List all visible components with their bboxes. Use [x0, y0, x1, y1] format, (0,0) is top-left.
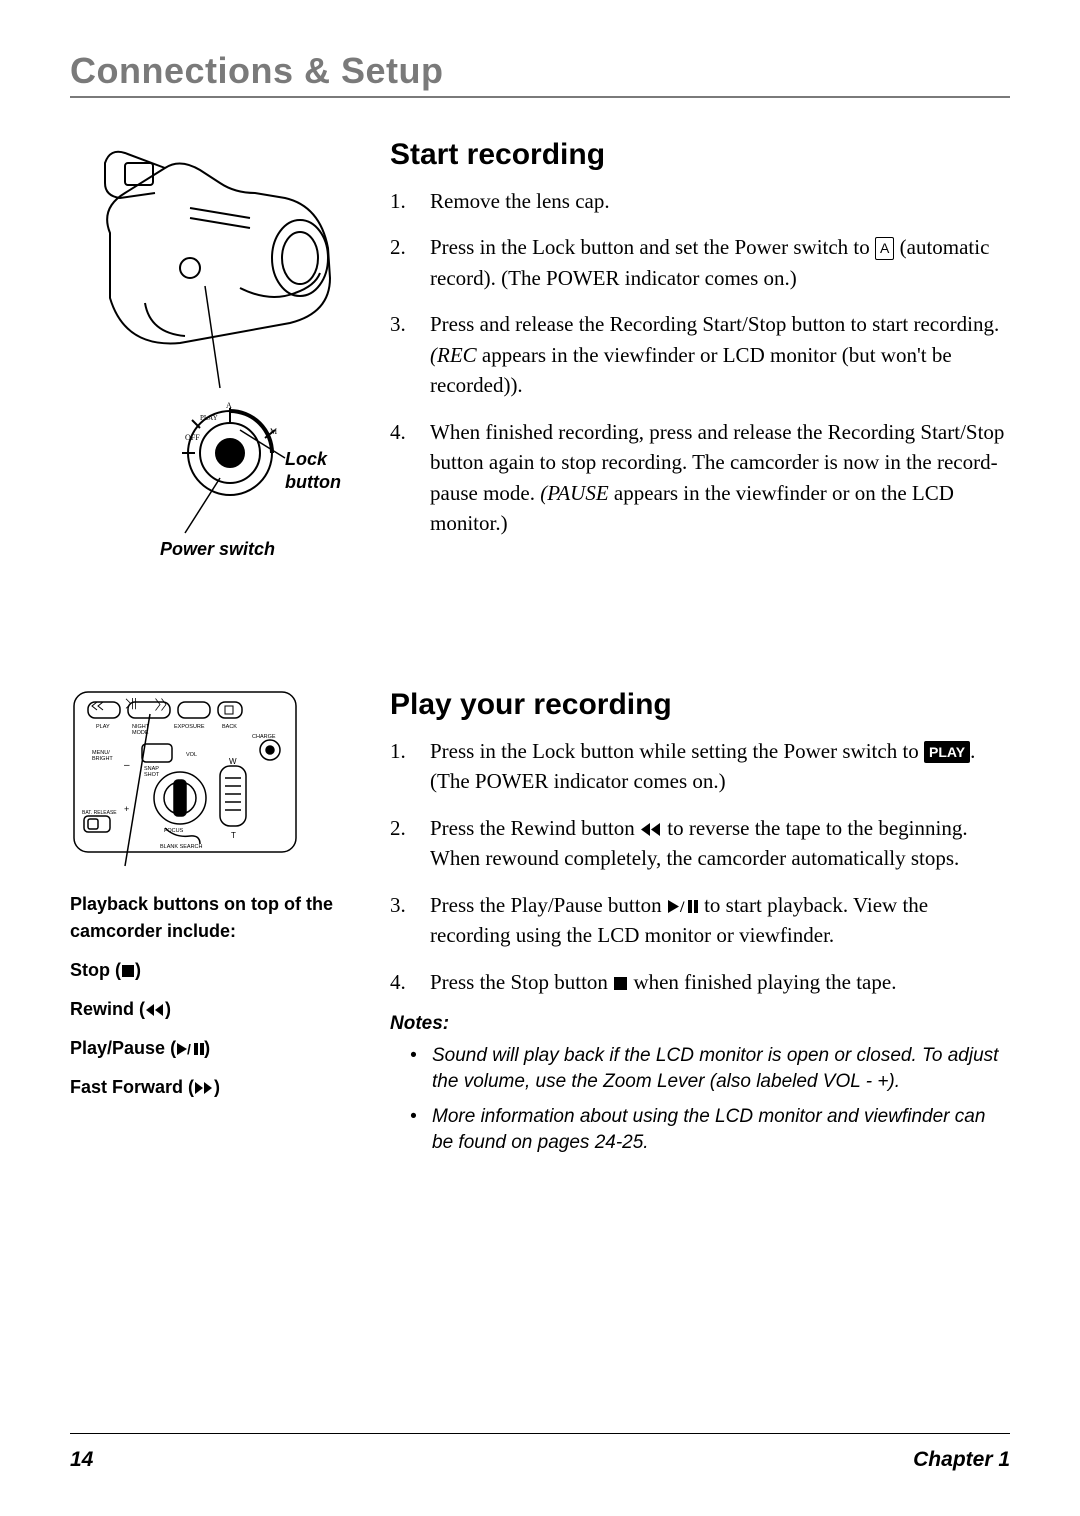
play-recording-heading: Play your recording [390, 688, 1010, 722]
svg-text:/: / [187, 1042, 191, 1056]
start-recording-heading: Start recording [390, 138, 1010, 172]
play-pause-icon: / [667, 899, 699, 914]
footer-rule [70, 1433, 1010, 1434]
lock-button-label: Lock button [285, 448, 341, 495]
svg-text:+: + [124, 804, 129, 814]
playback-buttons-intro: Playback buttons on top of the camcorder… [70, 891, 360, 945]
svg-text:M: M [270, 427, 277, 436]
page-title: Connections & Setup [70, 50, 1010, 98]
camcorder-icon [70, 138, 350, 398]
svg-text:MENU/BRIGHT: MENU/BRIGHT [92, 750, 113, 762]
svg-text:SNAPSHOT: SNAPSHOT [144, 766, 160, 778]
list-item: 3. Press the Play/Pause button / to star… [390, 890, 1010, 951]
list-item: 1. Press in the Lock button while settin… [390, 736, 1010, 797]
svg-text:T: T [231, 831, 236, 840]
list-item: 1. Remove the lens cap. [390, 186, 1010, 216]
rewind-label: Rewind () [70, 996, 360, 1023]
camcorder-figure: OFF PLAY A M Lock button Power switch [70, 138, 360, 628]
control-panel-icon: PLAY NIGHTMODE EXPOSURE BACK MENU/BRIGHT… [70, 688, 300, 868]
list-item: 4. Press the Stop button when finished p… [390, 967, 1010, 997]
svg-text:–: – [124, 760, 130, 771]
svg-text:FOCUS: FOCUS [164, 828, 184, 834]
svg-text:NIGHTMODE: NIGHTMODE [132, 724, 150, 736]
page-number: 14 [70, 1448, 93, 1472]
svg-text:CHARGE: CHARGE [252, 734, 276, 740]
control-panel-figure: PLAY NIGHTMODE EXPOSURE BACK MENU/BRIGHT… [70, 688, 360, 873]
power-switch-label: Power switch [160, 538, 275, 561]
svg-text:W: W [229, 757, 237, 766]
play-recording-steps: 1. Press in the Lock button while settin… [390, 736, 1010, 997]
ff-label: Fast Forward () [70, 1074, 360, 1101]
rewind-icon [145, 1003, 165, 1017]
svg-text:PLAY: PLAY [96, 724, 110, 730]
stop-icon [121, 964, 135, 978]
fast-forward-icon [194, 1081, 214, 1095]
power-dial-icon: OFF PLAY A M [170, 398, 290, 538]
list-item: 2. Press the Rewind button to reverse th… [390, 813, 1010, 874]
svg-text:/: / [679, 899, 685, 914]
notes-list: Sound will play back if the LCD monitor … [390, 1043, 1010, 1156]
chapter-label: Chapter 1 [913, 1448, 1010, 1472]
list-item: More information about using the LCD mon… [410, 1104, 1010, 1155]
rewind-icon [640, 822, 662, 837]
a-mode-icon: A [875, 237, 894, 259]
svg-text:OFF: OFF [185, 433, 200, 442]
playpause-label: Play/Pause (/) [70, 1035, 360, 1062]
start-recording-steps: 1. Remove the lens cap. 2. Press in the … [390, 186, 1010, 538]
svg-text:BAT. RELEASE: BAT. RELEASE [82, 810, 117, 816]
list-item: 4. When finished recording, press and re… [390, 417, 1010, 539]
notes-heading: Notes: [390, 1013, 1010, 1035]
svg-text:VOL: VOL [186, 752, 197, 758]
list-item: 2. Press in the Lock button and set the … [390, 232, 1010, 293]
play-mode-icon: PLAY [924, 741, 970, 763]
list-item: 3. Press and release the Recording Start… [390, 309, 1010, 400]
list-item: Sound will play back if the LCD monitor … [410, 1043, 1010, 1094]
section-play-recording: PLAY NIGHTMODE EXPOSURE BACK MENU/BRIGHT… [70, 688, 1010, 1166]
svg-text:BLANK SEARCH: BLANK SEARCH [160, 844, 203, 850]
stop-icon [613, 976, 628, 991]
play-pause-icon: / [176, 1042, 204, 1056]
section-start-recording: OFF PLAY A M Lock button Power switch St… [70, 138, 1010, 628]
svg-text:PLAY: PLAY [200, 414, 218, 422]
svg-text:A: A [226, 401, 232, 410]
svg-text:EXPOSURE: EXPOSURE [174, 724, 205, 730]
stop-label: Stop () [70, 957, 360, 984]
svg-text:BACK: BACK [222, 724, 237, 730]
